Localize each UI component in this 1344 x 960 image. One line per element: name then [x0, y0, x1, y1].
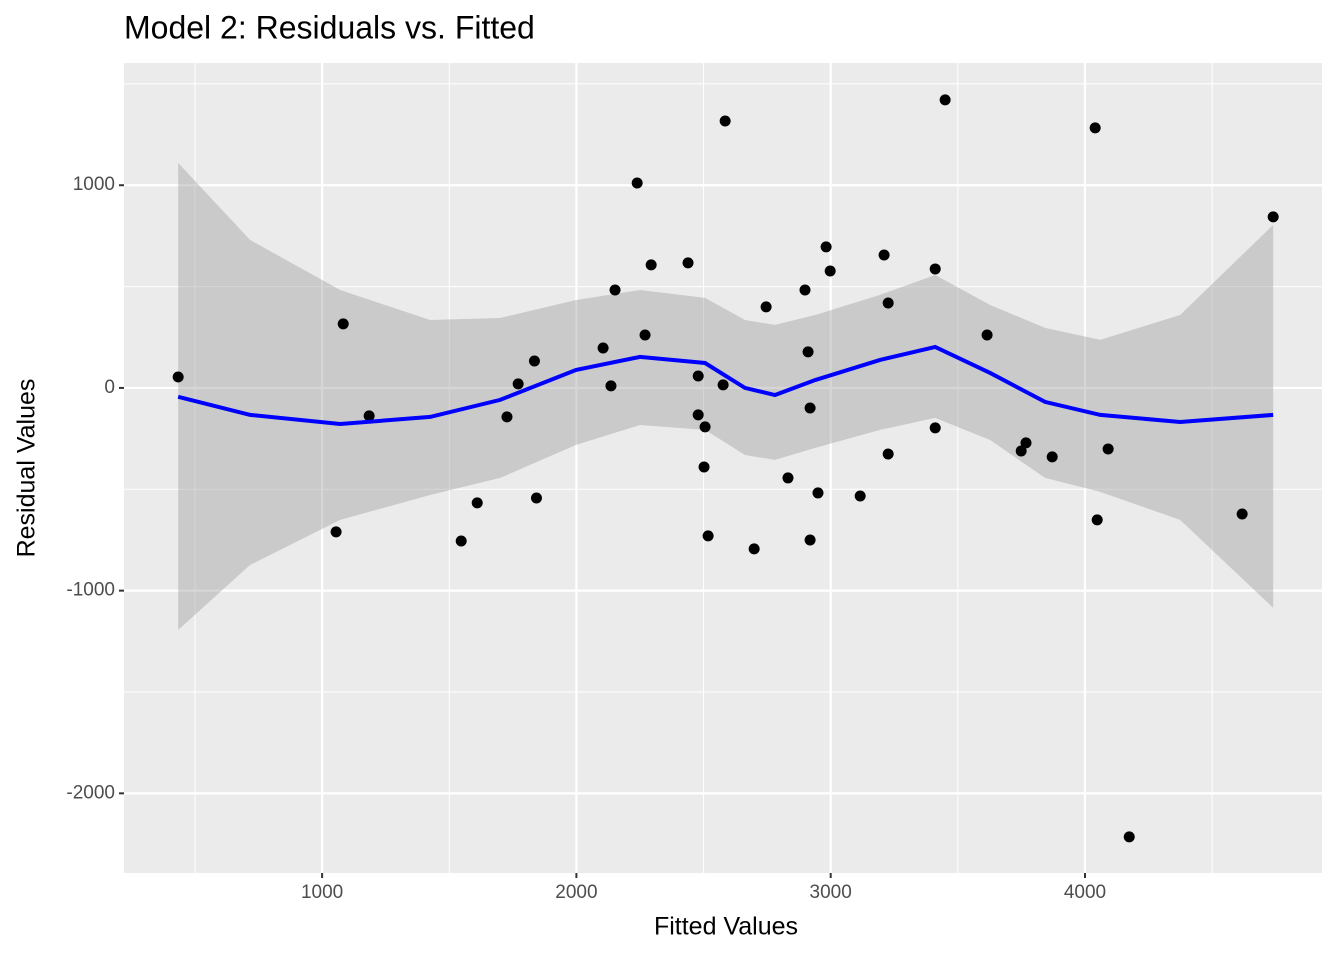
point: [692, 409, 704, 421]
point: [501, 411, 513, 423]
point: [530, 492, 542, 504]
point: [719, 115, 731, 127]
point: [1267, 211, 1279, 223]
point: [824, 265, 836, 277]
point: [929, 422, 941, 434]
y-axis-label: Residual Values: [13, 379, 41, 558]
x-tick-label: 2000: [555, 882, 597, 903]
point: [804, 534, 816, 546]
y-tick-label: -2000: [66, 782, 115, 803]
point: [639, 329, 651, 341]
point: [1236, 508, 1248, 520]
point: [692, 370, 704, 382]
point: [1046, 451, 1058, 463]
point: [799, 284, 811, 296]
smooth-line: [177, 344, 1274, 427]
point: [698, 461, 710, 473]
point: [471, 497, 483, 509]
point: [981, 329, 993, 341]
point: [882, 297, 894, 309]
point: [605, 380, 617, 392]
point: [597, 342, 609, 354]
y-tick-label: 1000: [73, 174, 115, 195]
point: [172, 371, 184, 383]
point: [702, 530, 714, 542]
point: [1015, 445, 1027, 457]
point: [682, 257, 694, 269]
x-axis-label: Fitted Values: [654, 913, 798, 941]
point: [455, 535, 467, 547]
point: [820, 241, 832, 253]
point: [1102, 443, 1114, 455]
point: [1091, 514, 1103, 526]
point: [854, 490, 866, 502]
x-tick-label: 1000: [301, 882, 343, 903]
point: [512, 378, 524, 390]
point: [1123, 831, 1135, 843]
point: [878, 249, 890, 261]
point: [804, 402, 816, 414]
point: [337, 318, 349, 330]
point: [929, 263, 941, 275]
x-tick-label: 4000: [1064, 882, 1106, 903]
point: [760, 301, 772, 313]
y-tick-label: -1000: [66, 580, 115, 601]
point: [1020, 437, 1032, 449]
point: [631, 177, 643, 189]
point: [528, 355, 540, 367]
confidence-band: [178, 162, 1274, 630]
chart-title: Model 2: Residuals vs. Fitted: [124, 9, 535, 45]
point: [802, 346, 814, 358]
point: [1089, 122, 1101, 134]
point: [609, 284, 621, 296]
point: [782, 472, 794, 484]
point: [882, 448, 894, 460]
point: [645, 259, 657, 271]
y-tick-label: 0: [104, 377, 115, 398]
point: [699, 421, 711, 433]
point: [812, 487, 824, 499]
point: [330, 526, 342, 538]
point: [748, 543, 760, 555]
point: [939, 94, 951, 106]
panel: [124, 63, 1322, 873]
point: [717, 379, 729, 391]
x-tick-label: 3000: [810, 882, 852, 903]
point: [363, 410, 375, 422]
